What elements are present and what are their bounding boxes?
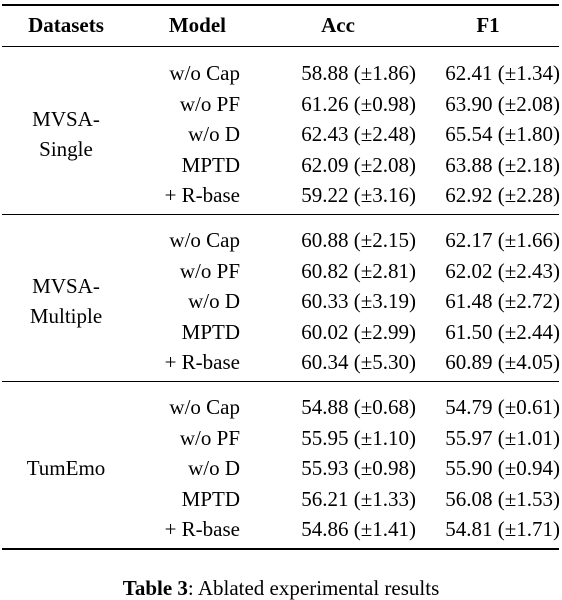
dataset-label: MVSA-	[32, 107, 100, 132]
group-separator-rule	[2, 214, 559, 215]
acc-cell: 54.88 (±0.68)	[301, 395, 416, 419]
acc-cell: 54.86 (±1.41)	[301, 517, 416, 541]
model-cell: w/o Cap	[169, 395, 240, 419]
header-model: Model	[168, 13, 226, 37]
acc-cell: 55.95 (±1.10)	[301, 425, 416, 450]
model-cell: w/o PF	[179, 91, 240, 116]
header-acc: Acc	[321, 13, 355, 37]
f1-cell: 61.50 (±2.44)	[445, 319, 560, 344]
model-cell: w/o D	[188, 456, 240, 480]
acc-cell: 62.09 (±2.08)	[301, 152, 416, 177]
acc-cell: 60.02 (±2.99)	[301, 319, 416, 344]
model-cell: w/o Cap	[169, 228, 240, 252]
model-cell: w/o Cap	[169, 61, 240, 85]
f1-cell: 62.92 (±2.28)	[445, 183, 560, 207]
dataset-label: MVSA-	[32, 274, 100, 299]
dataset-label: Single	[39, 137, 93, 162]
caption-text: : Ablated experimental results	[187, 576, 440, 600]
table-caption: Table 3: Ablated experimental results	[0, 576, 562, 600]
model-cell: + R-base	[164, 183, 240, 207]
f1-cell: 56.08 (±1.53)	[445, 486, 560, 511]
caption-label: Table 3	[122, 576, 188, 600]
top-rule	[2, 4, 559, 6]
dataset-label: TumEmo	[26, 456, 106, 481]
header-rule	[2, 46, 559, 47]
f1-cell: 54.81 (±1.71)	[445, 517, 560, 541]
model-cell: MPTD	[181, 486, 240, 511]
acc-cell: 60.82 (±2.81)	[301, 258, 416, 283]
acc-cell: 59.22 (±3.16)	[301, 183, 416, 207]
model-cell: MPTD	[181, 152, 240, 177]
acc-cell: 60.33 (±3.19)	[301, 289, 416, 313]
f1-cell: 62.17 (±1.66)	[445, 228, 560, 252]
model-cell: + R-base	[164, 517, 240, 541]
f1-cell: 55.90 (±0.94)	[445, 456, 560, 480]
model-cell: w/o D	[188, 122, 240, 146]
f1-cell: 65.54 (±1.80)	[445, 122, 560, 146]
acc-cell: 58.88 (±1.86)	[301, 61, 416, 85]
model-cell: + R-base	[164, 350, 240, 374]
f1-cell: 63.88 (±2.18)	[445, 152, 560, 177]
acc-cell: 61.26 (±0.98)	[301, 91, 416, 116]
f1-cell: 63.90 (±2.08)	[445, 91, 560, 116]
model-cell: w/o PF	[179, 258, 240, 283]
acc-cell: 60.34 (±5.30)	[301, 350, 416, 374]
f1-cell: 62.41 (±1.34)	[445, 61, 560, 85]
acc-cell: 55.93 (±0.98)	[301, 456, 416, 480]
group-separator-rule	[2, 381, 559, 382]
model-cell: w/o PF	[179, 425, 240, 450]
f1-cell: 61.48 (±2.72)	[445, 289, 560, 313]
f1-cell: 55.97 (±1.01)	[445, 425, 560, 450]
acc-cell: 62.43 (±2.48)	[301, 122, 416, 146]
model-cell: MPTD	[181, 319, 240, 344]
model-cell: w/o D	[188, 289, 240, 313]
dataset-label: Multiple	[29, 304, 103, 329]
acc-cell: 60.88 (±2.15)	[301, 228, 416, 252]
header-datasets: Datasets	[28, 13, 104, 37]
f1-cell: 60.89 (±4.05)	[445, 350, 560, 374]
f1-cell: 62.02 (±2.43)	[445, 258, 560, 283]
acc-cell: 56.21 (±1.33)	[301, 486, 416, 511]
bottom-rule	[2, 548, 559, 550]
header-f1: F1	[476, 13, 500, 37]
f1-cell: 54.79 (±0.61)	[445, 395, 560, 419]
